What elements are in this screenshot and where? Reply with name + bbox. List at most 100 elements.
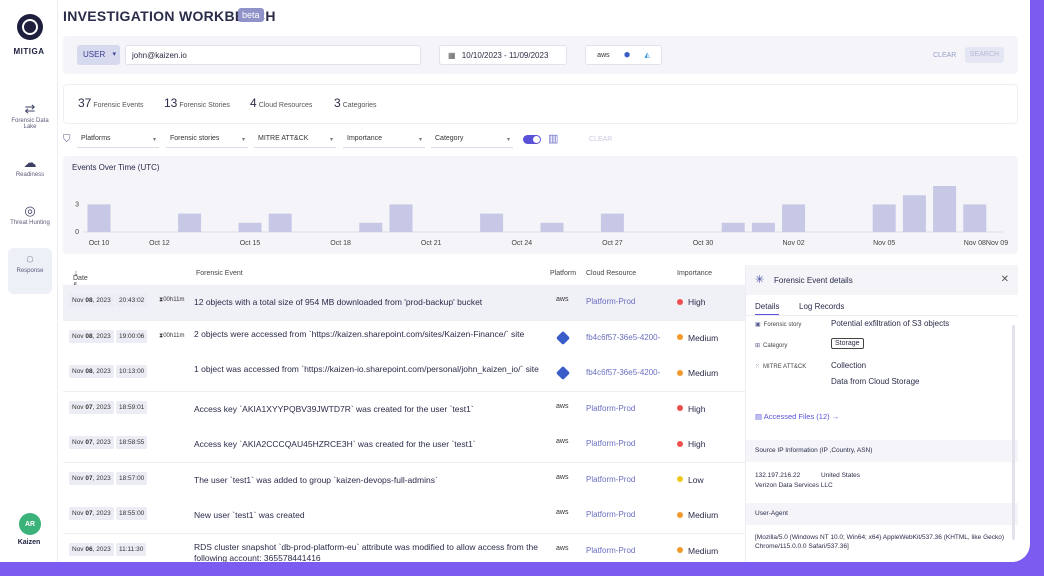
cloud-resource-link[interactable]: fb4c6f57-36e5-4200- [586,332,661,342]
aws-icon[interactable]: aws [597,51,610,59]
stat-forensic-events[interactable]: 37 Forensic Events [78,96,144,110]
search-type-label: USER [83,50,106,59]
importance-dot-icon [677,298,683,305]
stat-categories[interactable]: 3 Categories [334,96,377,110]
response-icon: ◌ [26,251,34,266]
header-event[interactable]: Forensic Event [196,270,243,277]
chart-bar[interactable] [600,213,624,232]
clear-search-button[interactable]: CLEAR [933,52,957,59]
clear-filters-button[interactable]: CLEAR [589,136,613,143]
chart-bar[interactable] [238,222,262,232]
importance-badge: Medium [677,510,718,520]
cloud-resource-link[interactable]: Platform-Prod [586,439,636,448]
table-row[interactable]: Nov 07, 2023 18:58:55 Access key `AKIA2CCC… [63,427,745,463]
chart-bar[interactable] [540,222,564,232]
event-description[interactable]: Access key `AKIA1XYYPQBV39JWTD7R` was cr… [194,403,474,414]
event-description[interactable]: 2 objects were accessed from `https://ka… [194,328,525,339]
provider-selector[interactable]: aws ⬢ ◭ [585,45,662,65]
header-importance[interactable]: Importance [677,270,713,277]
table-row[interactable]: Nov 07, 2023 18:59:01 Access key `AKIA1XYY… [63,391,745,428]
nav-readiness[interactable]: ☁ Readiness [8,152,52,198]
event-description[interactable]: The user `test1` was added to group `kai… [194,474,438,485]
event-description[interactable]: 12 objects with a total size of 954 MB d… [194,297,483,307]
event-description[interactable]: New user `test1` was created [194,510,305,520]
y-tick-label: 3 [75,201,79,208]
cloud-resource-link[interactable]: Platform-Prod [586,545,636,555]
table-row[interactable]: Nov 06, 2023 11:11:30 RDS cluster snapshot… [63,533,745,563]
chart-bar[interactable] [87,204,111,232]
event-time: 11:11:30 [116,542,147,556]
azure-icon[interactable]: ◭ [644,52,650,59]
chart-bar[interactable] [872,204,896,232]
aws-icon: aws [556,473,569,481]
search-panel: USER ▾ john@kaizen.io ▦ 10/10/2023 - 11/… [63,36,1018,74]
stat-forensic-stories[interactable]: 13 Forensic Stories [164,96,230,110]
table-row[interactable]: Nov 08, 2023 10:13:00 1 object was accesse… [63,356,745,392]
tab-details[interactable]: Details [755,302,780,316]
cloud-resource-link[interactable]: fb4c6f57-36e5-4200- [586,368,661,377]
m365-icon[interactable]: ⬢ [623,52,631,59]
tab-log-records[interactable]: Log Records [799,302,845,311]
filter-forensic-stories[interactable]: Forensic stories ▾ [166,132,248,148]
chart-bar[interactable] [721,222,745,232]
search-input[interactable]: john@kaizen.io [125,45,421,65]
search-type-select[interactable]: USER ▾ [77,45,120,65]
nav-forensic-data-lake[interactable]: ⇄ Forensic Data Lake [8,98,52,144]
x-tick-label: Oct 27 [602,240,623,247]
category-icon: ⊞ [755,343,761,349]
event-description[interactable]: RDS cluster snapshot `db-prod-platform-e… [194,541,538,563]
bar-chart-icon[interactable]: ▥ [548,133,559,145]
event-duration: ⧗00h11m [159,332,185,339]
chart-bar[interactable] [480,213,504,232]
brand-name: MITIGA [13,47,45,56]
close-icon[interactable]: ✕ [1000,274,1009,285]
file-icon: ▤ [755,412,763,421]
cloud-resource-link[interactable]: Platform-Prod [586,403,636,413]
nav-threat-hunting[interactable]: ◎ Threat Hunting [8,200,52,246]
importance-badge: High [677,404,705,414]
chart-bar[interactable] [178,213,202,232]
event-time: 19:00:06 [116,329,148,343]
event-time: 20:43:02 [116,294,148,307]
nav-response[interactable]: ◌ Response [8,248,52,294]
filter-importance[interactable]: Importance ▾ [343,132,425,148]
date-range-picker[interactable]: ▦ 10/10/2023 - 11/09/2023 [439,45,567,65]
event-description[interactable]: 1 object was accessed from `https://kaiz… [194,364,539,374]
cloud-resource-link[interactable]: Platform-Prod [586,474,636,484]
cloud-resource-link[interactable]: Platform-Prod [586,297,636,306]
importance-badge: High [677,297,705,307]
cloud-resource-link[interactable]: Platform-Prod [586,510,636,519]
category-label: ⊞ Category [755,343,788,349]
header-resource[interactable]: Cloud Resource [586,270,637,277]
filter-platforms[interactable]: Platforms ▾ [77,132,159,148]
header-date[interactable]: Date & Time (UTC) ⇣ [73,271,92,303]
details-scrollbar[interactable] [1012,325,1015,540]
header-platform[interactable]: Platform [550,270,577,277]
avatar[interactable]: AR [19,513,41,535]
table-row[interactable]: Nov 07, 2023 18:55:00 New user `test1` was… [63,498,745,534]
table-row[interactable]: Nov 08, 2023 19:00:06 ⧗00h11m 2 objects wer… [63,320,745,357]
search-button[interactable]: SEARCH [965,47,1004,63]
chart-bar[interactable] [389,204,413,232]
nav-label: Threat Hunting [10,220,50,226]
filter-category[interactable]: Category ▾ [431,132,513,148]
table-row[interactable]: Nov 08, 2023 20:43:02 ⧗00h11m 12 objects wi… [63,285,745,321]
stat-cloud-resources[interactable]: 4 Cloud Resources [250,96,313,110]
importance-badge: Low [677,475,704,485]
chart-bar[interactable] [359,222,383,232]
chart-bar[interactable] [751,222,775,232]
chart-bar[interactable] [933,186,957,232]
accessed-files-link[interactable]: ▤ Accessed Files (12) → [755,412,840,421]
event-description[interactable]: Access key `AKIA2CCCQAU45HZRCE3H` was cr… [194,439,476,449]
chevron-down-icon: ▾ [112,51,116,58]
chart-bar[interactable] [902,195,926,232]
chart-bar[interactable] [782,204,806,232]
table-row[interactable]: Nov 07, 2023 18:57:00 The user `test1` was… [63,462,745,499]
mitiga-logo-icon[interactable] [17,14,43,40]
chart-bar[interactable] [268,213,292,232]
forensic-story-value: Potential exfiltration of S3 objects [831,319,950,328]
chart-toggle[interactable] [523,135,541,144]
chart-bar[interactable] [963,204,987,232]
filter-mitre[interactable]: MITRE ATT&CK ▾ [254,132,336,148]
source-asn: Verizon Data Services LLC [755,482,833,489]
